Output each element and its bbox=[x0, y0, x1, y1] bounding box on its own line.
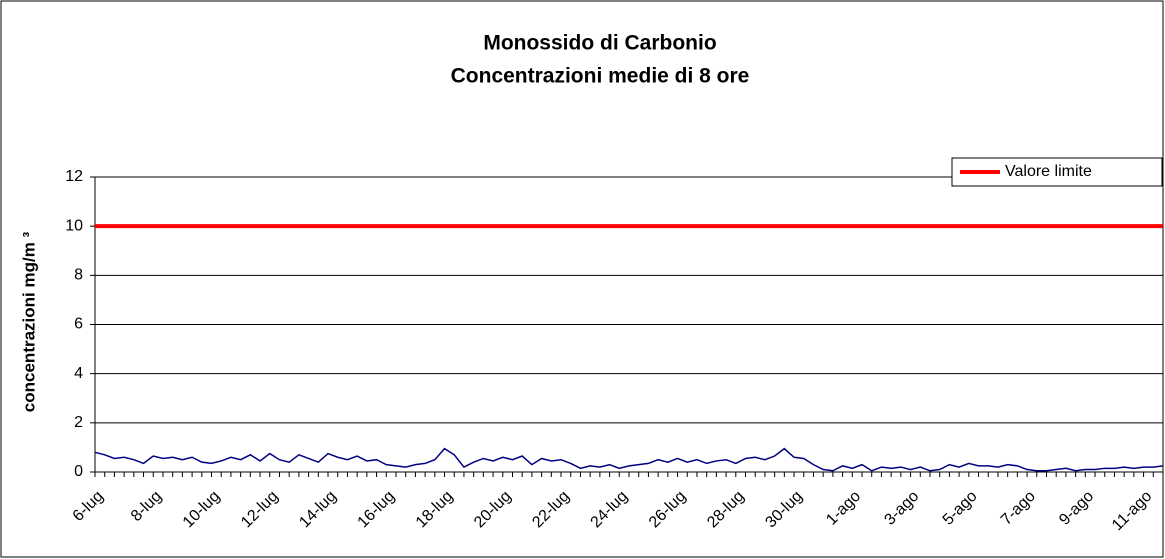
legend-label: Valore limite bbox=[1005, 163, 1092, 180]
y-tick-label: 12 bbox=[65, 168, 83, 185]
y-tick-label: 6 bbox=[74, 316, 83, 333]
y-tick-label: 4 bbox=[74, 365, 83, 382]
chart-title: Monossido di Carbonio bbox=[483, 32, 716, 55]
y-axis-label: concentrazioni mg/m ³ bbox=[19, 231, 38, 412]
y-tick-label: 8 bbox=[74, 267, 83, 284]
y-tick-label: 10 bbox=[65, 217, 83, 234]
data-line bbox=[94, 447, 1164, 472]
y-tick-label: 0 bbox=[74, 463, 83, 480]
chart-subtitle: Concentrazioni medie di 8 ore bbox=[451, 65, 750, 88]
y-tick-label: 2 bbox=[74, 414, 83, 431]
